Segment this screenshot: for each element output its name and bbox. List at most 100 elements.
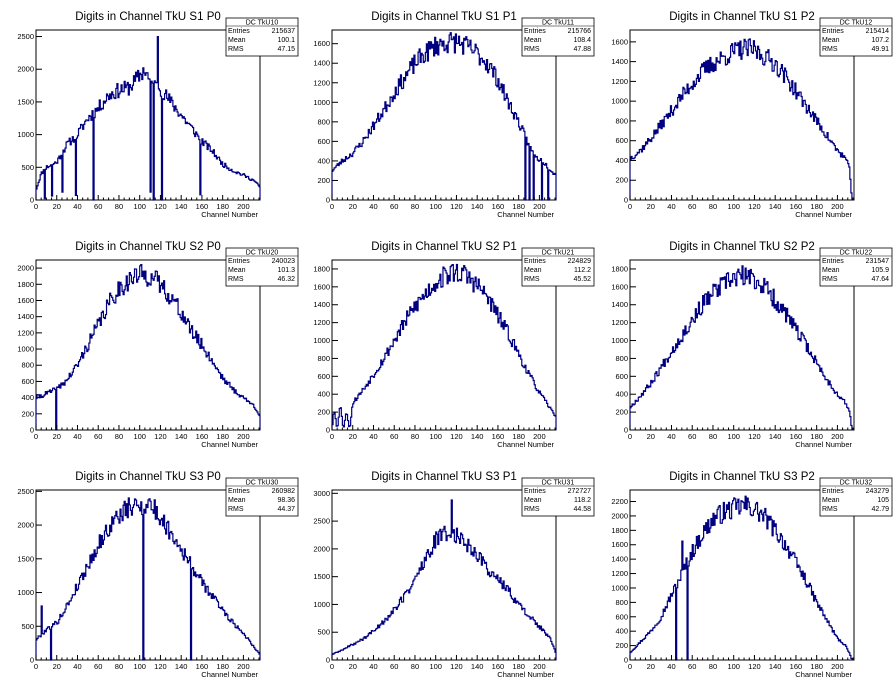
y-tick-label: 1000 [611,336,628,345]
y-tick-label: 200 [317,176,330,185]
x-tick-label: 200 [831,202,844,211]
y-tick-label: 2500 [17,487,34,496]
x-tick-label: 60 [688,662,696,671]
stats-label-rms: RMS [822,46,838,53]
stats-label-mean: Mean [822,37,840,44]
stats-value-mean: 100.1 [277,37,295,44]
x-tick-label: 60 [390,432,398,441]
y-tick-label: 0 [30,196,34,205]
x-tick-label: 40 [369,432,377,441]
stats-label-entries: Entries [524,488,546,495]
y-tick-label: 1400 [611,57,628,66]
y-tick-label: 1200 [313,78,330,87]
y-tick-label: 1500 [313,572,330,581]
panel-title: Digits in Channel TkU S1 P1 [371,11,517,23]
y-tick-label: 800 [615,598,628,607]
plot-frame [35,29,261,201]
x-tick-label: 80 [411,432,419,441]
panel-title: Digits in Channel TkU S3 P1 [371,471,517,483]
y-tick-label: 600 [21,377,34,386]
x-axis-label: Channel Number [497,440,554,449]
y-tick-label: 1200 [611,77,628,86]
x-tick-label: 200 [237,432,250,441]
y-tick-label: 400 [317,156,330,165]
x-tick-label: 20 [349,202,357,211]
stats-label-mean: Mean [822,497,840,504]
y-tick-label: 400 [21,393,34,402]
histogram-panel: Digits in Channel TkU S1 P2 0 20 40 60 80 100 1… [611,11,893,219]
stats-label-mean: Mean [228,37,246,44]
x-tick-label: 160 [790,662,803,671]
stats-value-mean: 105 [877,497,889,504]
x-tick-label: 0 [628,432,632,441]
stats-frame [819,17,893,57]
histogram-panel: Digits in Channel TkU S1 P1 0 20 40 60 80 100 1… [313,11,595,219]
stats-value-rms: 44.37 [277,506,295,513]
x-tick-label: 180 [810,662,823,671]
stats-label-rms: RMS [524,506,540,513]
stats-value-entries: 215637 [272,28,295,35]
stats-value-rms: 42.79 [871,506,889,513]
y-tick-label: 600 [615,612,628,621]
y-tick-label: 3000 [313,489,330,498]
stats-value-entries: 231547 [866,258,889,265]
y-tick-label: 0 [326,426,330,435]
histogram-series [629,38,853,200]
y-tick-label: 600 [615,136,628,145]
x-tick-label: 160 [790,432,803,441]
stats-value-rms: 44.58 [573,506,591,513]
x-axis-label: Channel Number [201,440,258,449]
x-tick-label: 0 [628,662,632,671]
stats-label-entries: Entries [228,258,250,265]
plot-frame [35,489,261,661]
plot-frame [331,259,557,431]
x-tick-label: 140 [471,202,484,211]
x-tick-label: 100 [727,662,740,671]
y-tick-label: 2000 [313,544,330,553]
x-tick-label: 140 [175,432,188,441]
histogram-series [331,499,557,660]
x-tick-label: 180 [810,202,823,211]
stats-label-rms: RMS [228,276,244,283]
histogram-series [35,35,261,201]
y-tick-label: 800 [317,117,330,126]
y-tick-label: 1200 [611,318,628,327]
x-tick-label: 0 [34,202,38,211]
x-tick-label: 100 [133,432,146,441]
histogram-series [629,495,853,661]
stats-name: DC TkU11 [542,20,574,27]
histogram-series [35,497,261,661]
stats-frame [225,477,299,517]
x-tick-label: 40 [73,202,81,211]
panel-title: Digits in Channel TkU S3 P2 [669,471,815,483]
x-axis-label: Channel Number [497,210,554,219]
x-tick-label: 100 [727,202,740,211]
x-tick-label: 60 [688,432,696,441]
plot-frame [629,29,855,201]
y-tick-label: 1800 [611,526,628,535]
histogram-panel: Digits in Channel TkU S2 P0 0 20 40 60 80 100 1… [17,241,299,449]
y-tick-label: 1000 [611,97,628,106]
y-tick-label: 1600 [611,282,628,291]
x-tick-label: 60 [94,202,102,211]
stats-label-rms: RMS [524,46,540,53]
stats-label-entries: Entries [822,28,844,35]
y-tick-label: 2000 [611,511,628,520]
stats-value-rms: 47.15 [277,46,295,53]
x-axis-label: Channel Number [201,670,258,679]
y-tick-label: 400 [317,390,330,399]
x-axis-label: Channel Number [795,440,852,449]
x-tick-label: 80 [709,662,717,671]
y-tick-label: 1200 [313,318,330,327]
x-tick-label: 160 [492,662,505,671]
plot-frame [331,29,557,201]
x-tick-label: 120 [748,662,761,671]
x-tick-label: 20 [349,662,357,671]
x-tick-label: 20 [53,432,61,441]
stats-name: DC TkU22 [840,250,873,257]
x-tick-label: 60 [94,662,102,671]
